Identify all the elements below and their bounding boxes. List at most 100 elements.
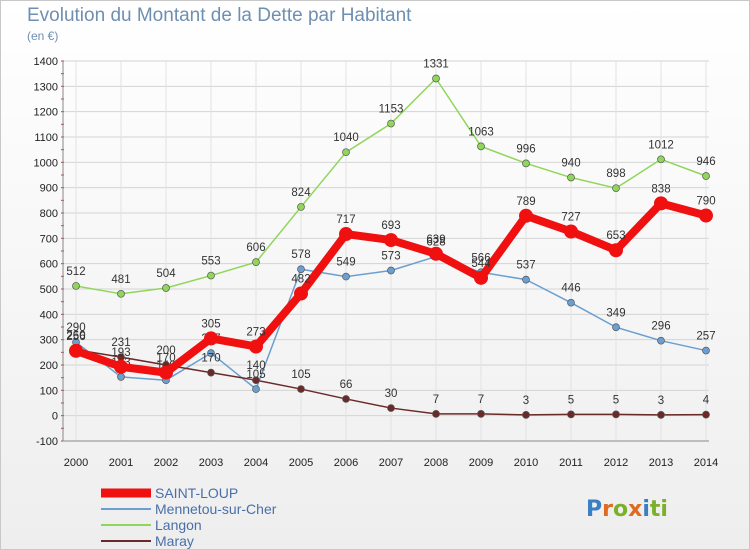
data-point-maray	[522, 411, 530, 419]
y-tick-label: 600	[40, 259, 58, 271]
data-label-mennetou-sur-cher: 549	[336, 257, 355, 269]
data-label-langon: 940	[561, 158, 580, 170]
y-tick-label: 1300	[34, 81, 58, 93]
data-label-langon: 1012	[648, 139, 674, 151]
chart-title: Evolution du Montant de la Dette par Hab…	[27, 5, 412, 26]
data-point-saint-loup	[519, 208, 533, 223]
data-point-langon	[117, 289, 125, 298]
data-point-maray	[387, 404, 395, 412]
legend-label-saint-loup: SAINT-LOUP	[155, 485, 238, 501]
data-label-maray: 260	[66, 330, 85, 342]
data-label-langon: 504	[156, 268, 176, 280]
x-tick-label: 2003	[199, 457, 223, 469]
data-point-langon	[162, 284, 170, 292]
data-label-saint-loup: 790	[696, 196, 715, 208]
data-label-mennetou-sur-cher: 566	[471, 252, 490, 264]
data-label-maray: 5	[613, 394, 619, 406]
data-point-langon	[252, 258, 260, 266]
data-label-langon: 606	[246, 242, 265, 254]
data-point-saint-loup	[474, 270, 488, 285]
data-point-langon	[72, 282, 80, 290]
data-label-saint-loup: 170	[156, 353, 175, 365]
data-label-mennetou-sur-cher: 446	[561, 283, 580, 295]
legend-label-langon: Langon	[155, 517, 202, 533]
data-label-maray: 105	[291, 369, 310, 381]
data-label-maray: 200	[156, 345, 175, 357]
data-label-langon: 1063	[468, 126, 494, 138]
y-tick-label: -100	[36, 436, 58, 448]
x-tick-label: 2006	[334, 457, 358, 469]
data-label-mennetou-sur-cher: 349	[606, 307, 625, 319]
data-point-langon	[657, 155, 665, 164]
data-label-maray: 231	[111, 337, 130, 349]
data-label-maray: 7	[433, 394, 439, 406]
data-point-maray	[612, 410, 620, 419]
chart-subtitle: (en €)	[27, 29, 59, 43]
data-label-mennetou-sur-cher: 578	[291, 249, 310, 261]
data-point-maray	[567, 410, 575, 419]
y-tick-label: 200	[40, 360, 58, 372]
data-label-langon: 512	[66, 266, 85, 278]
x-tick-label: 2011	[559, 457, 583, 469]
data-point-saint-loup	[609, 243, 623, 258]
x-tick-label: 2002	[154, 457, 178, 469]
data-label-langon: 898	[606, 168, 625, 180]
y-tick-label: 400	[40, 309, 58, 321]
x-tick-label: 2000	[64, 457, 88, 469]
data-label-maray: 7	[478, 394, 484, 406]
y-tick-label: 1100	[34, 132, 58, 144]
data-point-saint-loup	[249, 339, 263, 354]
y-tick-label: 100	[40, 385, 58, 397]
data-point-saint-loup	[699, 208, 713, 223]
data-point-saint-loup	[114, 359, 128, 374]
x-tick-label: 2005	[289, 457, 313, 469]
data-label-maray: 66	[340, 379, 353, 391]
data-label-saint-loup: 789	[516, 196, 535, 208]
data-point-langon	[477, 142, 485, 151]
y-tick-label: 800	[40, 208, 58, 220]
data-point-mennetou-sur-cher	[207, 349, 215, 357]
data-label-mennetou-sur-cher: 573	[381, 251, 400, 263]
data-point-langon	[522, 159, 530, 168]
data-label-maray: 170	[201, 353, 220, 365]
data-point-langon	[297, 203, 305, 211]
y-tick-label: 1000	[34, 157, 58, 169]
data-point-mennetou-sur-cher	[657, 336, 665, 345]
data-point-saint-loup	[429, 246, 443, 261]
data-point-langon	[702, 172, 710, 180]
x-tick-label: 2007	[379, 457, 403, 469]
data-point-langon	[342, 148, 350, 157]
data-point-maray	[252, 376, 260, 385]
data-point-maray	[477, 410, 485, 418]
data-label-saint-loup: 305	[201, 318, 220, 330]
data-point-mennetou-sur-cher	[702, 346, 710, 355]
data-label-langon: 1040	[333, 132, 359, 144]
data-point-langon	[432, 74, 440, 83]
data-label-maray: 30	[385, 388, 398, 400]
data-label-maray: 4	[703, 395, 710, 407]
x-tick-label: 2001	[109, 457, 133, 469]
proxiti-logo: Proxiti	[586, 497, 668, 522]
data-label-saint-loup: 838	[651, 183, 670, 195]
data-point-langon	[567, 173, 575, 182]
data-label-mennetou-sur-cher: 290	[66, 322, 85, 334]
data-label-saint-loup: 639	[426, 234, 445, 246]
data-point-saint-loup	[564, 224, 578, 239]
data-label-saint-loup: 256	[66, 331, 85, 343]
x-tick-label: 2012	[604, 457, 628, 469]
data-point-mennetou-sur-cher	[387, 266, 395, 275]
y-tick-label: 1400	[34, 56, 58, 68]
data-label-saint-loup: 653	[606, 230, 625, 242]
x-tick-label: 2013	[649, 457, 673, 469]
data-point-saint-loup	[204, 331, 218, 346]
data-point-langon	[612, 184, 620, 193]
data-label-mennetou-sur-cher: 537	[516, 260, 535, 272]
data-label-mennetou-sur-cher: 628	[426, 237, 445, 249]
data-label-maray: 140	[246, 360, 265, 372]
x-tick-label: 2010	[514, 457, 538, 469]
data-label-langon: 481	[111, 274, 130, 286]
data-point-maray	[297, 385, 305, 393]
data-label-saint-loup: 727	[561, 211, 580, 223]
